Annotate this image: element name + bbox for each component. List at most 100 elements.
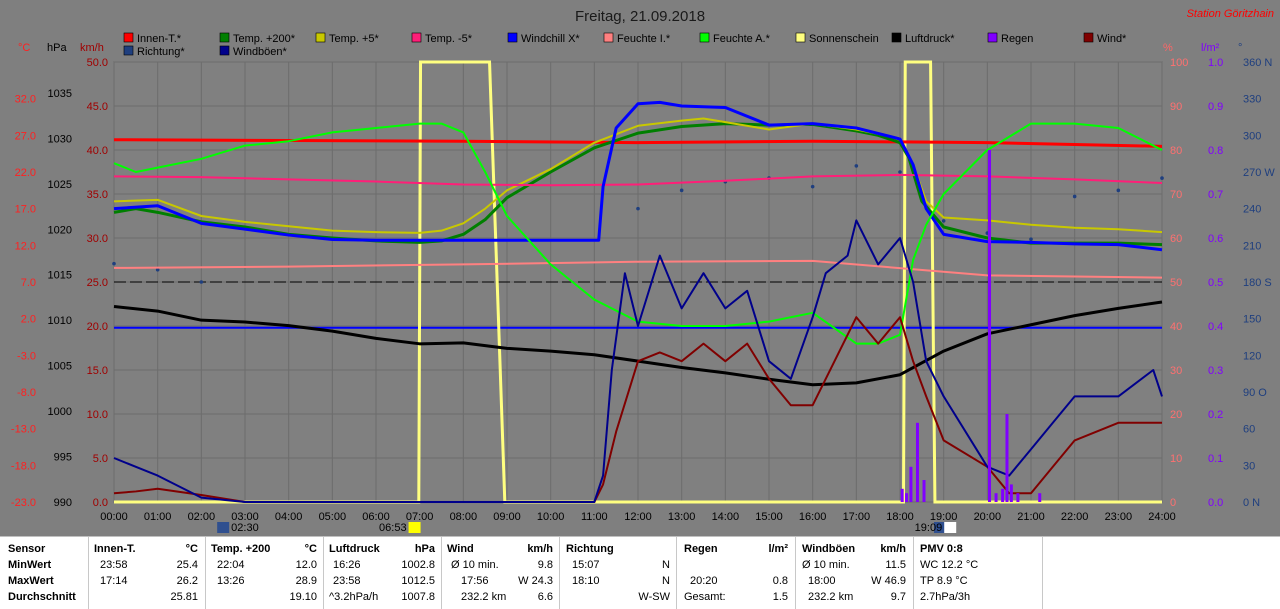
stats-wind-max-value: W 24.3 [518, 575, 553, 587]
stats-innen-max-time: 17:14 [100, 575, 128, 587]
legend-label: Feuchte A.* [713, 33, 771, 45]
marker-time: 06:53 [379, 522, 407, 534]
tick-hpa: 1005 [48, 361, 72, 373]
legend-label: Richtung* [137, 46, 185, 58]
tick-hpa: 1010 [48, 315, 72, 327]
rain-bar [1001, 488, 1005, 502]
tick-direction: 150 [1243, 314, 1261, 326]
tick-celsius: 7.0 [21, 277, 36, 289]
stats-separator [1042, 537, 1043, 609]
stats-regen-max-value: 0.8 [772, 575, 788, 587]
stats-wind-min-label: Ø 10 min. [451, 559, 499, 571]
tick-direction: 180 S [1243, 277, 1272, 289]
legend-swatch [603, 32, 614, 43]
stats-temp-unit: °C [304, 543, 317, 555]
rain-bar [915, 422, 919, 502]
tick-rain: 0.7 [1208, 189, 1223, 201]
stats-separator [676, 537, 677, 609]
direction-point [1116, 188, 1121, 193]
tick-hpa: 1000 [48, 406, 72, 418]
tick-kmh: 35.0 [87, 189, 108, 201]
x-axis: 00:00 01:00 02:00 03:00 04:00 05:00 06:00 07:00… [100, 511, 1176, 534]
stats-panel: Sensor MinWert MaxWert Durchschnitt Inne… [0, 536, 1280, 609]
stats-regen-total: 1.5 [772, 591, 788, 603]
stats-regen-max-time: 20:20 [690, 575, 718, 587]
legend-swatch [795, 32, 806, 43]
stats-regen-title: Regen [684, 543, 718, 555]
tick-rain: 0.0 [1208, 497, 1223, 509]
stats-row-avg: Durchschnitt [8, 591, 76, 603]
tick-time: 07:00 [406, 511, 434, 523]
stats-separator [88, 537, 89, 609]
sunset-icon [944, 522, 957, 533]
tick-hpa: 1020 [48, 224, 72, 236]
stats-wind-title: Wind [447, 543, 474, 555]
tick-celsius: 17.0 [15, 204, 36, 216]
tick-kmh: 40.0 [87, 145, 108, 157]
tick-percent: 0 [1170, 497, 1176, 509]
tick-hpa: 1030 [48, 133, 72, 145]
tick-percent: 40 [1170, 321, 1182, 333]
stats-col-innen: Innen-T. °C 23:58 25.4 17:14 26.2 25.81 [94, 537, 204, 609]
legend-swatch [123, 32, 134, 43]
tick-time: 20:00 [974, 511, 1002, 523]
legend-swatch [891, 32, 902, 43]
stats-wind-avg: 6.6 [537, 591, 553, 603]
tick-kmh: 30.0 [87, 233, 108, 245]
direction-point [854, 164, 859, 168]
direction-point [155, 267, 160, 272]
unit-degree: ° [1238, 42, 1242, 54]
legend-label: Temp. +5* [329, 33, 380, 45]
legend-label: Regen [1001, 33, 1033, 45]
stats-boeen-distance: 232.2 km [808, 591, 854, 603]
rain-bar [909, 466, 913, 502]
tick-percent: 70 [1170, 189, 1182, 201]
tick-percent: 30 [1170, 365, 1182, 377]
tick-hpa: 995 [54, 452, 72, 464]
tick-rain: 1.0 [1208, 57, 1223, 69]
legend-label: Temp. +200* [233, 33, 296, 45]
stats-separator [559, 537, 560, 609]
tick-time: 04:00 [275, 511, 303, 523]
stats-boeen-min-label: Ø 10 min. [802, 559, 850, 571]
direction-point [112, 261, 116, 266]
series-feuchte-a [113, 122, 1163, 345]
stats-innen-max-value: 26.2 [176, 575, 198, 587]
tick-direction: 300 [1243, 130, 1261, 142]
series-temp-5 [113, 173, 1163, 187]
direction-point [810, 184, 815, 189]
legend-label: Windböen* [233, 46, 288, 58]
stats-druck-avg: 1007.8 [401, 591, 435, 603]
tick-time: 05:00 [319, 511, 347, 523]
tick-kmh: 50.0 [87, 57, 108, 69]
tick-kmh: 15.0 [87, 365, 108, 377]
tick-time: 19:00 [930, 511, 958, 523]
stats-pmv-dewpoint: TP 8.9 °C [920, 575, 968, 587]
stats-temp-min-time: 22:04 [217, 559, 245, 571]
tick-time: 21:00 [1017, 511, 1045, 523]
series-feuchte-i [113, 259, 1163, 279]
plot-area [112, 60, 1164, 504]
stats-wind-unit: km/h [527, 543, 553, 555]
unit-kmh: km/h [80, 42, 104, 54]
tick-percent: 20 [1170, 409, 1182, 421]
tick-time: 06:00 [362, 511, 390, 523]
tick-kmh: 45.0 [87, 101, 108, 113]
tick-direction: 270 W [1243, 167, 1275, 179]
tick-time: 14:00 [712, 511, 740, 523]
rain-bar [1009, 484, 1013, 502]
stats-wind-distance: 232.2 km [461, 591, 507, 603]
legend-swatch [219, 45, 230, 56]
stats-temp-avg: 19.10 [289, 591, 317, 603]
stats-pmv-title: PMV 0:8 [920, 543, 963, 555]
direction-point [941, 219, 946, 223]
stats-col-wind: Wind km/h Ø 10 min. 9.8 17:56 W 24.3 232.2 … [447, 537, 559, 609]
stats-col-richtung: Richtung 15:07 N 18:10 N W-SW [566, 537, 676, 609]
axes: °C hPa km/h% l/m² ° 50.0 45.0 40.0 35.0 30.0 25.0 2… [11, 42, 1275, 509]
stats-richtung-min-value: N [662, 559, 670, 571]
stats-druck-max-value: 1012.5 [401, 575, 435, 587]
stats-druck-unit: hPa [414, 543, 435, 555]
tick-time: 24:00 [1148, 511, 1176, 523]
rain-bar [1005, 414, 1009, 502]
tick-time: 18:00 [886, 511, 914, 523]
